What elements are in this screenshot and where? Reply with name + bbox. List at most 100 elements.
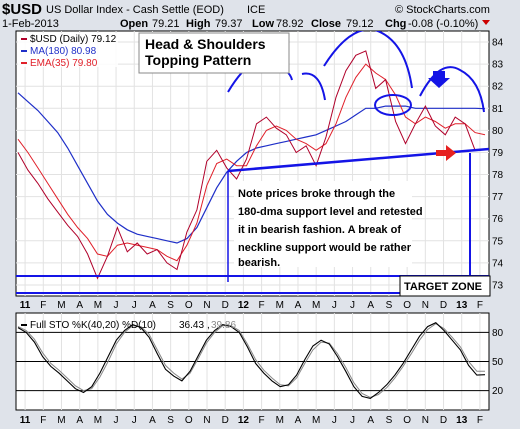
price-x-tick-label: J xyxy=(132,300,137,311)
sto-grid xyxy=(16,313,489,410)
price-y-tick-label: 75 xyxy=(492,236,504,247)
price-x-axis: 11 F M A M J J A S O N D 12 F M A M J J A S O N D 13 F xyxy=(20,300,483,311)
price-x-tick-label: A xyxy=(367,300,374,311)
high-label: High xyxy=(186,18,211,30)
legend-ma-text: MA(180) 80.98 xyxy=(30,46,97,57)
ema-35-line xyxy=(17,63,486,262)
sto-x-tick-label: A xyxy=(295,415,302,426)
price-x-tick-label: F xyxy=(40,300,46,311)
price-y-tick-label: 82 xyxy=(492,82,504,93)
sto-y-tick-label: 20 xyxy=(492,386,504,397)
sto-k-line xyxy=(17,322,486,399)
retest-circle xyxy=(374,94,412,116)
price-x-tick-label: F xyxy=(259,300,265,311)
price-line xyxy=(17,50,486,280)
breakdown-arrow-icon xyxy=(436,145,456,161)
sto-y-axis: 20 50 80 xyxy=(492,328,504,397)
down-arrow-marker-icon xyxy=(428,71,450,88)
close-label: Close xyxy=(311,18,341,30)
chg-label: Chg xyxy=(385,18,406,30)
target-zone-box xyxy=(399,275,491,297)
note-line-2: 180-dma support level and retested xyxy=(238,206,423,218)
sto-x-tick-label: J xyxy=(332,415,337,426)
note-box xyxy=(234,181,412,267)
sto-x-tick-label: F xyxy=(40,415,46,426)
low-label: Low xyxy=(252,18,274,30)
legend-ema-text: EMA(35) 79.80 xyxy=(30,58,98,69)
sto-x-tick-label: N xyxy=(422,415,429,426)
price-y-tick-label: 78 xyxy=(492,170,504,181)
date-text: 1-Feb-2013 xyxy=(2,18,59,30)
open-value: 79.21 xyxy=(152,18,180,30)
price-x-tick-label: D xyxy=(440,300,447,311)
legend-price-text: $USD (Daily) 79.12 xyxy=(30,34,117,45)
sto-x-tick-label: 11 xyxy=(20,415,31,426)
price-y-tick-label: 83 xyxy=(492,60,504,71)
price-x-tick-label: 13 xyxy=(456,300,468,311)
sto-x-tick-label: D xyxy=(440,415,447,426)
price-y-tick-label: 76 xyxy=(492,214,504,225)
sto-x-tick-label: 12 xyxy=(238,415,250,426)
legend-ema: EMA(35) 79.80 xyxy=(21,58,98,69)
sto-d-line xyxy=(17,323,486,398)
price-y-tick-label: 81 xyxy=(492,104,504,115)
sto-x-tick-label: M xyxy=(57,415,65,426)
price-x-tick-label: 11 xyxy=(20,300,31,311)
price-x-tick-label: A xyxy=(76,300,83,311)
price-x-tick-label: J xyxy=(350,300,355,311)
price-y-tick-label: 73 xyxy=(492,280,504,291)
price-x-tick-label: O xyxy=(185,300,193,311)
ma-180-line xyxy=(17,92,486,244)
sto-x-tick-label: J xyxy=(350,415,355,426)
price-x-tick-label: M xyxy=(276,300,284,311)
low-value: 78.92 xyxy=(276,18,304,30)
sto-x-tick-label: S xyxy=(386,415,393,426)
sto-d-value: 39.86 xyxy=(211,320,236,331)
price-x-tick-label: J xyxy=(332,300,337,311)
pattern-title-line1: Head & Shoulders xyxy=(145,36,266,52)
sto-x-tick-label: O xyxy=(185,415,193,426)
head-arc xyxy=(323,31,413,89)
note-line-5: bearish. xyxy=(238,257,280,269)
chg-value: -0.08 (-0.10%) xyxy=(408,18,478,30)
price-x-tick-label: M xyxy=(312,300,320,311)
target-zone-label: TARGET ZONE xyxy=(404,281,482,293)
price-x-tick-label: A xyxy=(295,300,302,311)
note-line-4: neckline support would be rather xyxy=(238,242,412,254)
price-x-tick-label: S xyxy=(386,300,393,311)
price-x-tick-label: D xyxy=(222,300,229,311)
sto-x-tick-label: A xyxy=(76,415,83,426)
sto-x-axis: 11 F M A M J J A S O N D 12 F M A M J J A S O N D 13 F xyxy=(20,415,483,426)
price-x-tick-label: N xyxy=(422,300,429,311)
price-x-tick-label: 12 xyxy=(238,300,250,311)
sto-x-tick-label: O xyxy=(403,415,411,426)
price-x-tick-label: A xyxy=(149,300,156,311)
index-name: US Dollar Index - Cash Settle (EOD) xyxy=(46,4,224,16)
pattern-title-line2: Topping Pattern xyxy=(145,52,251,68)
note-line-3: it in bearish fashion. A break of xyxy=(238,224,401,236)
close-value: 79.12 xyxy=(346,18,374,30)
sto-legend-label: Full STO %K(40,20) %D(10) xyxy=(30,320,156,331)
price-y-axis: 73 74 75 76 77 78 79 80 81 82 83 84 xyxy=(492,38,504,292)
sto-x-tick-label: J xyxy=(132,415,137,426)
price-x-tick-label: O xyxy=(403,300,411,311)
sto-k-value: 36.43 xyxy=(179,320,204,331)
sto-x-tick-label: A xyxy=(149,415,156,426)
sto-legend: Full STO %K(40,20) %D(10) 36.43 , 39.86 xyxy=(21,320,236,331)
sto-x-tick-label: M xyxy=(276,415,284,426)
note-line-1: Note prices broke through the xyxy=(238,188,395,200)
open-label: Open xyxy=(120,18,148,30)
sto-x-tick-label: M xyxy=(94,415,102,426)
high-value: 79.37 xyxy=(215,18,243,30)
sto-x-tick-label: N xyxy=(203,415,210,426)
sto-x-tick-label: S xyxy=(167,415,174,426)
exchange-name: ICE xyxy=(247,4,265,16)
price-y-tick-label: 84 xyxy=(492,38,504,49)
shoulder-arc-2 xyxy=(301,72,326,101)
legend-ma: MA(180) 80.98 xyxy=(21,46,97,57)
symbol-text: $USD xyxy=(2,1,42,18)
price-x-tick-label: M xyxy=(94,300,102,311)
price-x-tick-label: N xyxy=(203,300,210,311)
price-y-tick-label: 80 xyxy=(492,126,504,137)
